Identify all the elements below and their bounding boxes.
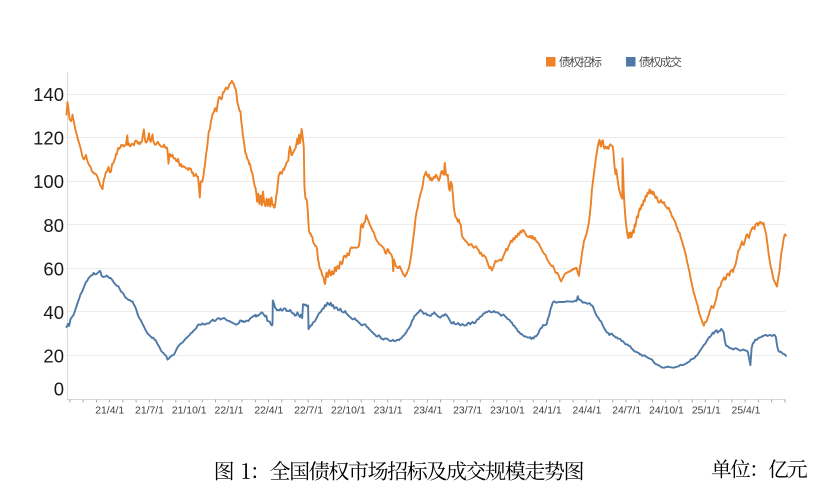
svg-text:21/10/1: 21/10/1 [172, 406, 207, 417]
svg-text:22/4/1: 22/4/1 [254, 406, 283, 417]
svg-text:24/1/1: 24/1/1 [533, 406, 562, 417]
svg-text:22/10/1: 22/10/1 [331, 406, 366, 417]
svg-text:23/7/1: 23/7/1 [453, 406, 482, 417]
svg-text:25/4/1: 25/4/1 [732, 406, 761, 417]
svg-text:22/1/1: 22/1/1 [215, 406, 244, 417]
svg-text:24/7/1: 24/7/1 [612, 406, 641, 417]
svg-text:23/1/1: 23/1/1 [374, 406, 403, 417]
svg-text:21/7/1: 21/7/1 [135, 406, 164, 417]
svg-text:140: 140 [33, 84, 64, 105]
svg-text:80: 80 [43, 215, 64, 236]
svg-text:23/10/1: 23/10/1 [490, 406, 525, 417]
svg-text:120: 120 [33, 128, 64, 149]
svg-text:25/1/1: 25/1/1 [692, 406, 721, 417]
svg-text:60: 60 [43, 258, 64, 279]
svg-text:24/10/1: 24/10/1 [649, 406, 684, 417]
svg-text:21/4/1: 21/4/1 [95, 406, 124, 417]
svg-text:40: 40 [43, 302, 64, 323]
svg-text:100: 100 [33, 171, 64, 192]
svg-text:20: 20 [43, 346, 64, 367]
svg-text:24/4/1: 24/4/1 [572, 406, 601, 417]
svg-text:0: 0 [54, 378, 64, 399]
svg-text:23/4/1: 23/4/1 [413, 406, 442, 417]
svg-text:22/7/1: 22/7/1 [294, 406, 323, 417]
